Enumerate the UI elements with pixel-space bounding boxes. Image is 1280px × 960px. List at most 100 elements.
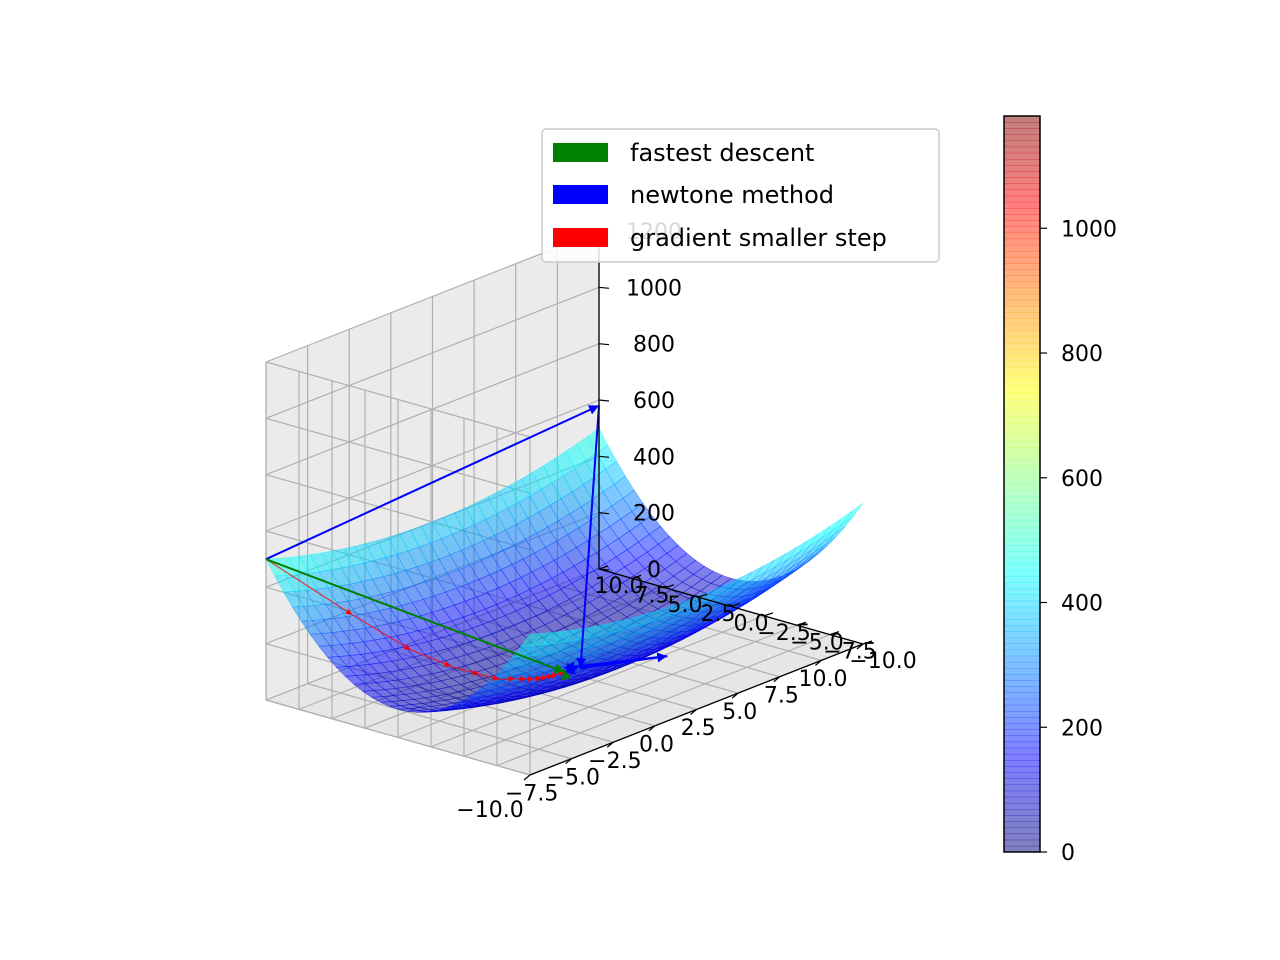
- descent-step-arrow: [351, 614, 411, 651]
- legend-swatch-fastest-descent: [553, 143, 608, 162]
- colorbar-band: [1004, 680, 1040, 687]
- colorbar-band: [1004, 569, 1040, 577]
- colorbar-band: [1004, 398, 1040, 405]
- colorbar-band: [1004, 766, 1040, 773]
- colorbar-band: [1004, 821, 1040, 828]
- x-tick-label: 2.5: [681, 716, 716, 741]
- colorbar-band: [1004, 165, 1040, 172]
- y-axis-ticks: −10.0−7.5−5.0−2.50.02.55.07.510.0: [595, 565, 917, 674]
- colorbar-band: [1004, 496, 1040, 503]
- colorbar-band: [1004, 526, 1040, 534]
- x-tick-mark: [648, 725, 656, 732]
- colorbar-band: [1004, 631, 1040, 638]
- colorbar-band: [1004, 134, 1040, 142]
- colorbar-band: [1004, 281, 1040, 289]
- descent-step-arrow: [498, 675, 515, 682]
- y-tick-mark: [631, 574, 642, 579]
- colorbar-band: [1004, 177, 1040, 184]
- colorbar-tick-label: 800: [1061, 342, 1103, 367]
- colorbar-band: [1004, 833, 1040, 841]
- colorbar-band: [1004, 637, 1040, 644]
- colorbar-tick-label: 600: [1061, 467, 1103, 492]
- colorbar-band: [1004, 471, 1040, 479]
- colorbar-band: [1004, 508, 1040, 516]
- colorbar-band: [1004, 422, 1040, 430]
- colorbar-band: [1004, 661, 1040, 669]
- x-tick-label: 7.5: [764, 683, 799, 708]
- colorbar-band: [1004, 815, 1040, 822]
- y-tick-mark: [730, 602, 741, 608]
- x-tick-mark: [565, 758, 573, 765]
- colorbar-band: [1004, 116, 1040, 123]
- colorbar-band: [1004, 306, 1040, 313]
- y-tick-label: 2.5: [701, 602, 736, 627]
- y-tick-label: −7.5: [823, 640, 876, 665]
- x-tick-mark: [606, 741, 614, 748]
- y-tick-mark: [664, 584, 675, 589]
- colorbar-band: [1004, 649, 1040, 657]
- colorbar-band: [1004, 459, 1040, 467]
- x-tick-label: −10.0: [456, 798, 523, 823]
- colorbar-band: [1004, 514, 1040, 522]
- z-tick-label: 400: [633, 445, 675, 470]
- z-tick-label: 200: [633, 502, 675, 527]
- colorbar-ticks: 0 200 400 600 800 1000: [1040, 217, 1117, 866]
- colorbar-band: [1004, 606, 1040, 614]
- colorbar-band: [1004, 189, 1040, 197]
- colorbar-band: [1004, 477, 1040, 485]
- colorbar-band: [1004, 735, 1040, 743]
- colorbar-band: [1004, 318, 1040, 326]
- x-tick-mark: [814, 659, 822, 666]
- descent-step-arrow: [576, 405, 600, 669]
- colorbar-band: [1004, 582, 1040, 589]
- colorbar-band: [1004, 674, 1040, 681]
- colorbar-band: [1004, 698, 1040, 706]
- colorbar-band: [1004, 747, 1040, 755]
- surface-cell: [842, 502, 864, 524]
- colorbar-tick-label: 400: [1061, 592, 1103, 617]
- colorbar-band: [1004, 520, 1040, 528]
- colorbar-band: [1004, 465, 1040, 473]
- descent-paths: [265, 404, 668, 682]
- x-tick-mark: [773, 676, 781, 683]
- colorbar-band: [1004, 201, 1040, 209]
- y-tick-mark: [796, 621, 807, 626]
- colorbar-band: [1004, 361, 1040, 368]
- colorbar-band: [1004, 257, 1040, 264]
- colorbar-band: [1004, 146, 1040, 154]
- x-axis-ticks: −10.0−7.5−5.0−2.50.0 2.55.0 7.510.0: [456, 643, 864, 823]
- x-tick-label: −7.5: [505, 782, 558, 807]
- colorbar-band: [1004, 490, 1040, 497]
- y-tick-label: 10.0: [595, 574, 644, 599]
- colorbar-band: [1004, 171, 1040, 178]
- x-tick-label: 10.0: [799, 667, 848, 692]
- colorbar-band: [1004, 122, 1040, 129]
- colorbar-band: [1004, 772, 1040, 779]
- x-tick-mark: [690, 709, 697, 715]
- colorbar-band: [1004, 533, 1040, 540]
- colorbar-band: [1004, 250, 1040, 258]
- colorbar-band: [1004, 434, 1040, 442]
- colorbar-band: [1004, 625, 1040, 632]
- colorbar-band: [1004, 551, 1040, 559]
- colorbar-band: [1004, 158, 1040, 166]
- descent-step-arrow: [410, 649, 451, 667]
- colorbar-band: [1004, 447, 1040, 454]
- legend-label-newtone-method: newtone method: [630, 181, 834, 209]
- y-tick-mark: [862, 640, 873, 645]
- y-tick-label: 7.5: [635, 583, 670, 608]
- z-tick-mark: [598, 286, 610, 289]
- colorbar-band: [1004, 367, 1040, 375]
- colorbar-band: [1004, 355, 1040, 362]
- descent-step-arrow: [564, 655, 668, 672]
- colorbar-band: [1004, 686, 1040, 694]
- colorbar-gradient: [1004, 116, 1040, 853]
- colorbar-band: [1004, 312, 1040, 319]
- colorbar-band: [1004, 576, 1040, 583]
- colorbar-frame: [1003, 115, 1041, 853]
- colorbar-band: [1004, 729, 1040, 736]
- colorbar-band: [1004, 784, 1040, 792]
- colorbar-band: [1004, 809, 1040, 816]
- colorbar-band: [1004, 545, 1040, 552]
